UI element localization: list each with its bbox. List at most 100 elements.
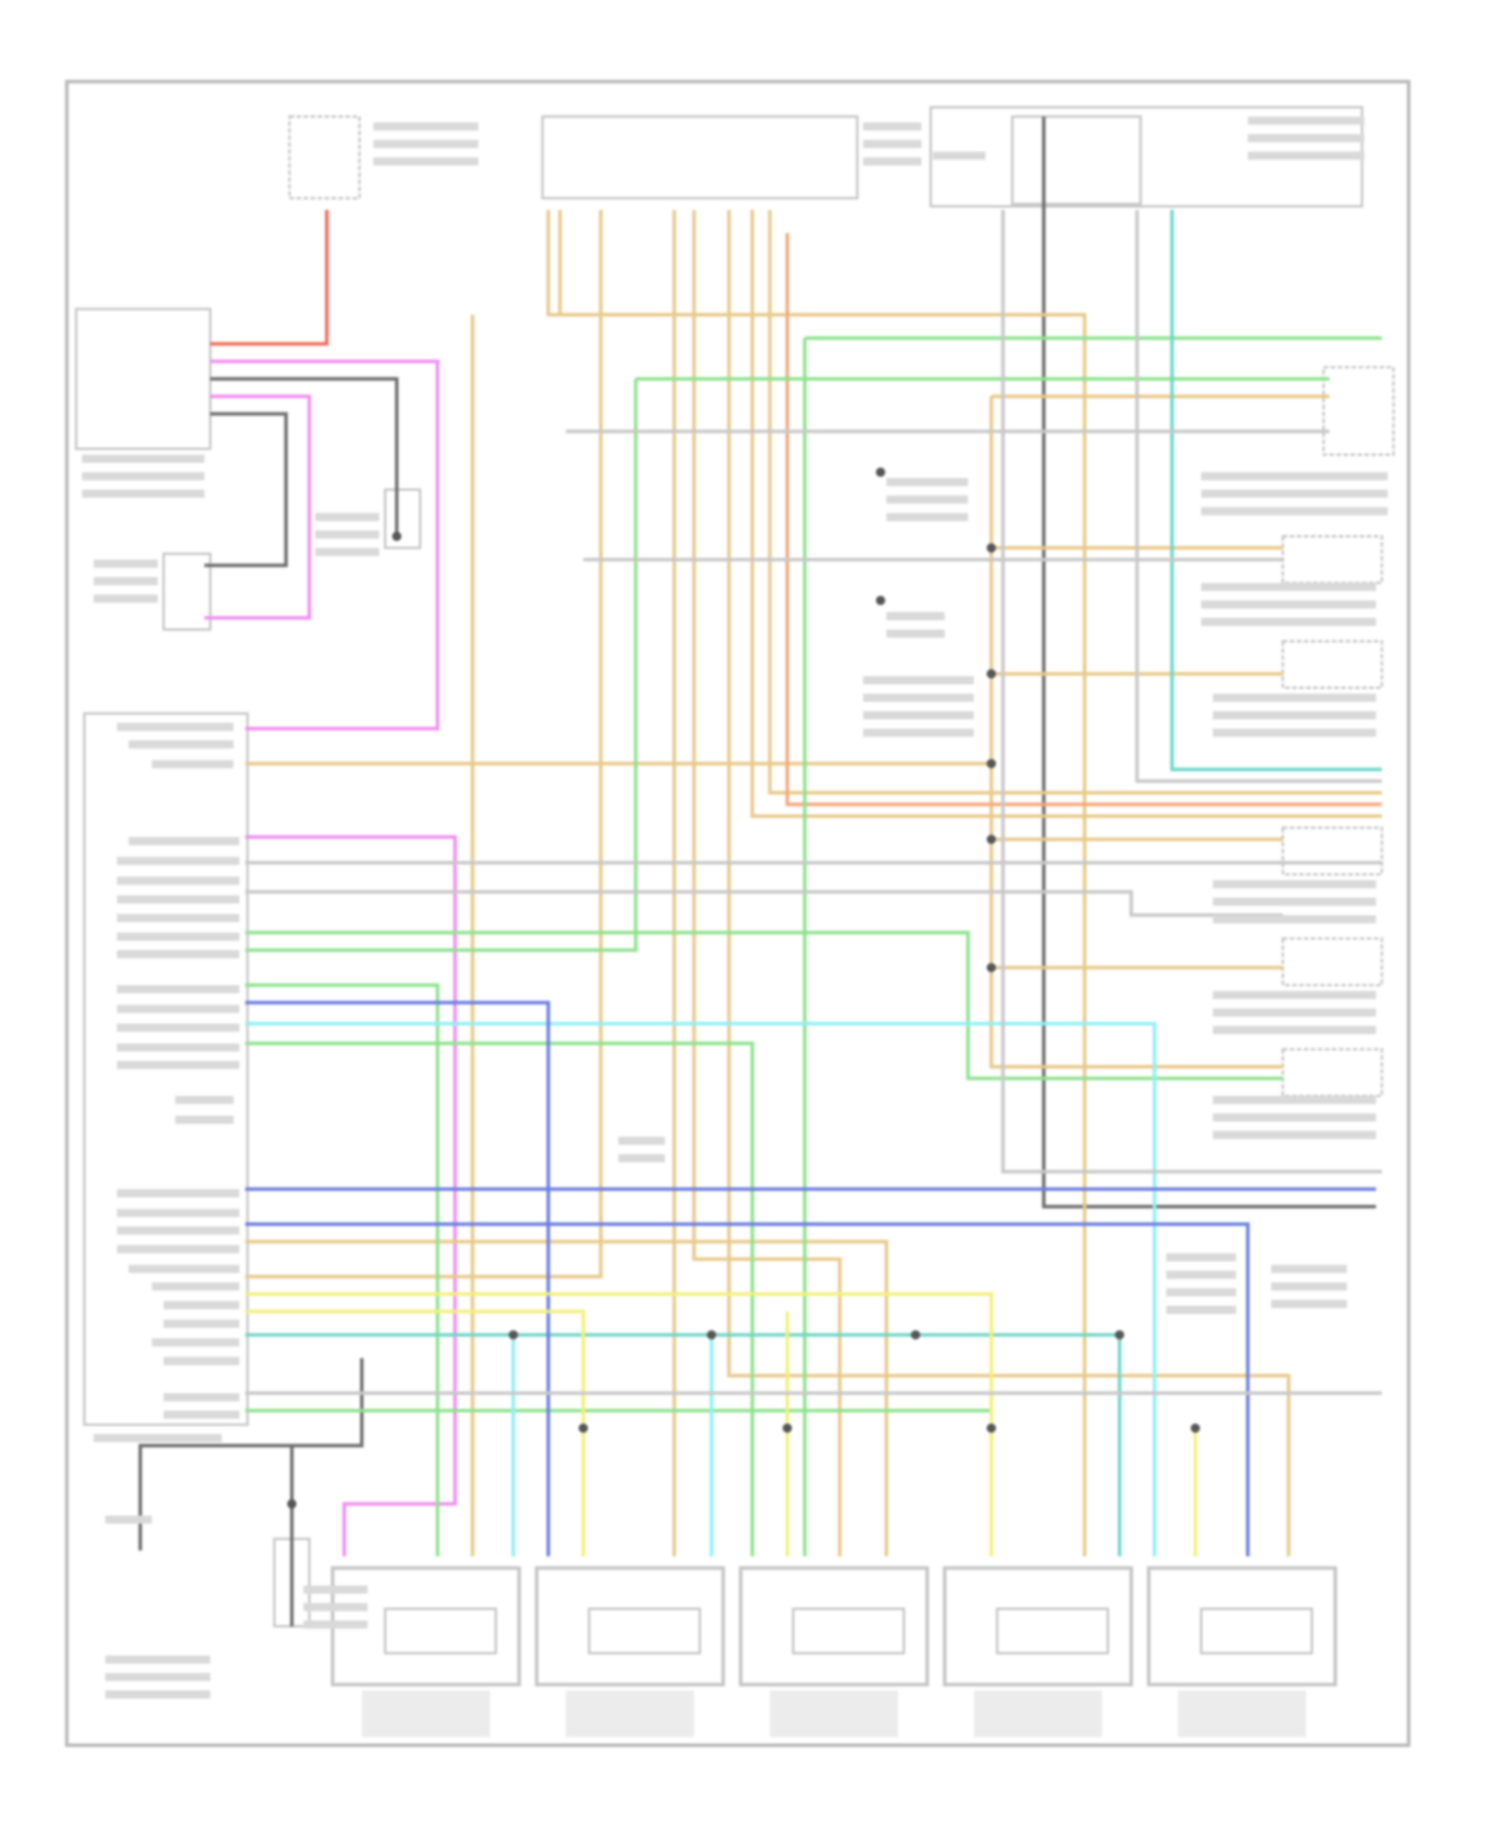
wire-tan [768,209,1382,795]
illegible-label-placeholder [1271,1299,1347,1309]
illegible-label-placeholder [116,1060,240,1070]
illegible-label-placeholder [163,1393,240,1402]
illegible-label-placeholder [81,454,205,463]
splice-dot [875,467,886,477]
illegible-label-placeholder [1212,1095,1377,1105]
actuator-module [738,1566,929,1687]
illegible-label-placeholder [1201,507,1388,516]
component-box [288,115,361,200]
illegible-label-placeholder [1247,116,1365,125]
illegible-label-placeholder [373,122,479,131]
illegible-label-placeholder [886,629,945,638]
illegible-label-placeholder [1247,151,1365,160]
wire-tan [989,396,1283,1069]
module-label-placeholder [973,1690,1103,1738]
module-label-placeholder [1177,1690,1307,1738]
illegible-label-placeholder [105,1672,211,1682]
illegible-label-placeholder [886,495,969,504]
illegible-label-placeholder [128,740,234,749]
illegible-label-placeholder [116,1189,240,1198]
illegible-label-placeholder [303,1620,368,1629]
actuator-motor [791,1607,906,1655]
illegible-label-placeholder [116,722,234,731]
illegible-label-placeholder [373,139,479,149]
illegible-label-placeholder [863,728,974,737]
illegible-label-placeholder [116,1004,240,1014]
splice-dot [782,1423,792,1433]
wire-green [245,378,638,952]
illegible-label-placeholder [863,676,974,685]
illegible-label-placeholder [1201,472,1388,481]
wire-green [245,1041,755,1557]
illegible-label-placeholder [116,1043,240,1052]
illegible-label-placeholder [1212,728,1377,737]
splice-dot [986,669,996,679]
component-box [83,712,249,1426]
module-label-placeholder [769,1690,899,1738]
splice-dot [986,758,996,769]
illegible-label-placeholder [163,1410,240,1419]
illegible-label-placeholder [81,472,205,481]
illegible-label-placeholder [886,477,969,487]
illegible-label-placeholder [1201,582,1377,592]
splice-dot [287,1499,297,1509]
illegible-label-placeholder [1201,489,1388,498]
illegible-label-placeholder [863,139,922,149]
illegible-label-placeholder [128,837,240,846]
wire-teal [1170,209,1382,772]
illegible-label-placeholder [1212,1025,1377,1035]
splice-dot [986,1423,996,1433]
illegible-label-placeholder [151,1338,240,1347]
illegible-label-placeholder [116,1023,240,1032]
diagram-frame [65,79,1411,1747]
illegible-label-placeholder [1201,617,1377,627]
illegible-label-placeholder [618,1154,665,1163]
illegible-label-placeholder [1166,1253,1237,1262]
wire-cyan [245,1021,1157,1557]
splice-dot [578,1423,588,1433]
illegible-label-placeholder [93,577,158,586]
splice-dot [1190,1423,1201,1433]
illegible-label-placeholder [1212,693,1377,702]
wire-green [245,983,440,1557]
illegible-label-placeholder [163,1357,240,1366]
illegible-label-placeholder [175,1115,234,1124]
illegible-label-placeholder [105,1690,211,1699]
wire-gray [204,412,288,568]
illegible-label-placeholder [1166,1288,1237,1297]
illegible-label-placeholder [116,1208,240,1218]
wire-blue [245,1222,1250,1557]
illegible-label-placeholder [151,760,234,769]
actuator-module [1146,1566,1337,1687]
illegible-label-placeholder [863,157,922,166]
module-label-placeholder [361,1690,491,1738]
illegible-label-placeholder [175,1095,234,1105]
component-box [1281,640,1384,689]
wire-gray [1042,116,1377,1209]
illegible-label-placeholder [315,547,380,557]
wire-yellow [245,1309,586,1557]
illegible-label-placeholder [93,594,158,603]
illegible-label-placeholder [116,914,240,923]
wire-tan [245,209,603,1279]
component-box [74,307,212,451]
wire-yellow [245,1292,994,1557]
label-placeholders [81,116,1388,1738]
illegible-label-placeholder [1201,600,1377,609]
illegible-label-placeholder [1166,1305,1237,1314]
illegible-label-placeholder [1212,1008,1377,1017]
illegible-label-placeholder [886,512,969,522]
wire-pink [245,835,457,1557]
component-box [1281,1048,1384,1098]
wire-orange [785,233,1382,807]
illegible-label-placeholder [1212,990,1377,1000]
wire-lightgray [1135,209,1382,783]
component-box [541,115,859,200]
illegible-label-placeholder [1212,1130,1377,1140]
module-label-placeholder [565,1690,695,1738]
splice-dot [986,962,996,973]
component-box [1281,535,1384,585]
illegible-label-placeholder [163,1319,240,1328]
wire-lightgray [245,890,1283,917]
actuator-motor [587,1607,702,1655]
